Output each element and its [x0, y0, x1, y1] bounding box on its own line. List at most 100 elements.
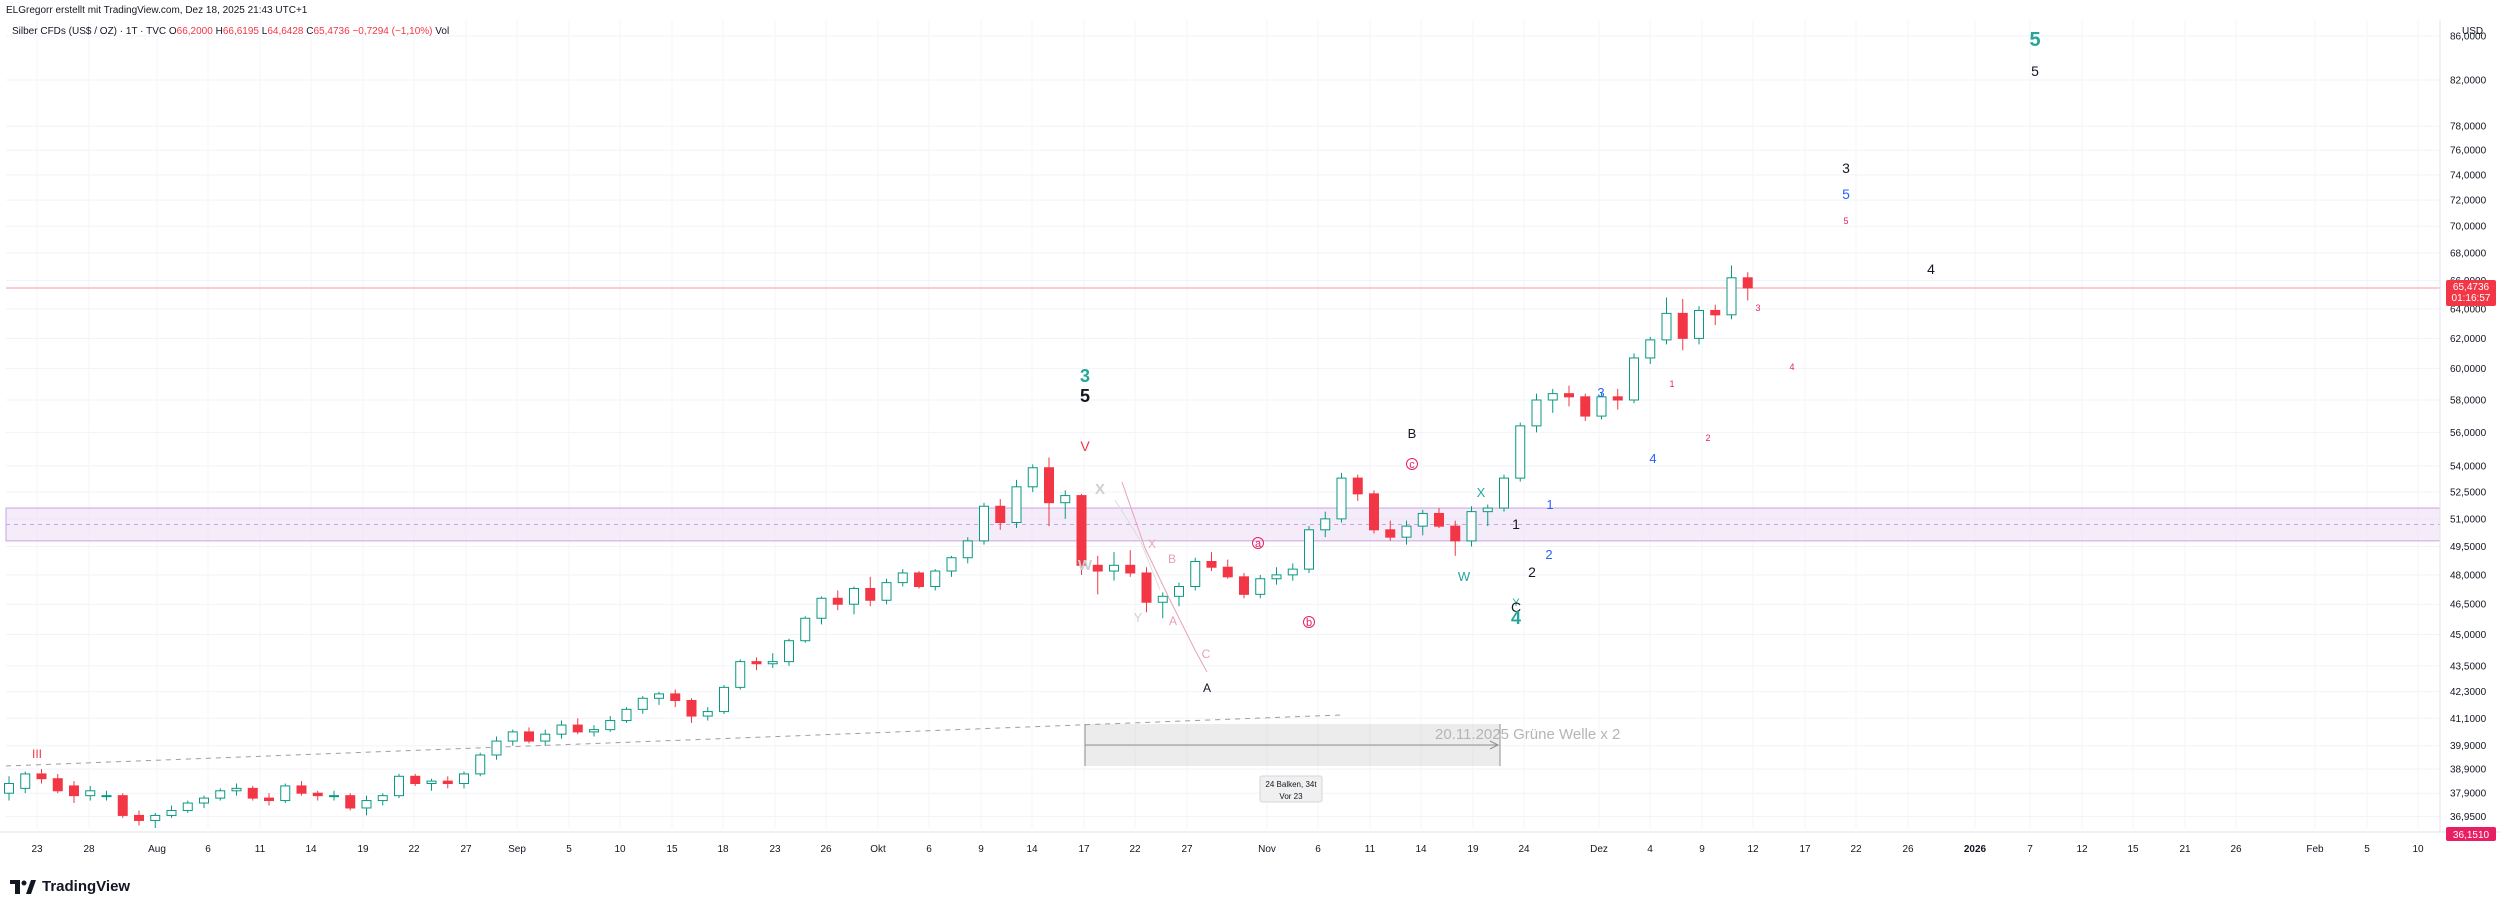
price-tick-label: 70,0000	[2450, 222, 2487, 233]
wave-label: 1	[1546, 497, 1553, 512]
candle-down	[1125, 564, 1136, 574]
price-tick-label: 86,0000	[2450, 31, 2487, 42]
candle-up	[1157, 595, 1168, 603]
wave-label: X	[1148, 537, 1156, 551]
candle-down	[312, 792, 323, 797]
candle-up	[637, 697, 648, 710]
high-label: H	[215, 26, 223, 37]
candle-up	[1287, 568, 1298, 576]
measure-ago-label: Vor 23	[1279, 792, 1303, 801]
candle-up	[1726, 277, 1737, 316]
low-label: L	[261, 26, 268, 37]
wave-label: 1	[1669, 379, 1674, 389]
wave-label: 3	[1597, 385, 1604, 400]
price-tick-label: 41,1000	[2450, 714, 2487, 725]
wave-label: X	[1095, 481, 1105, 498]
candle-up	[962, 540, 973, 559]
candle-up	[394, 775, 404, 797]
author-line: ELGregorr erstellt mit TradingView.com, …	[6, 5, 308, 16]
wave-label: 4	[1649, 451, 1656, 466]
measure-title: 20.11.2025 Grüne Welle x 2	[1435, 726, 1620, 743]
time-tick-label: 21	[2179, 844, 2191, 855]
wave-label: 5	[1080, 386, 1090, 406]
time-tick-label: 12	[2076, 844, 2088, 855]
candles	[4, 265, 1753, 828]
wave-label: c	[1409, 459, 1415, 471]
wave-label: 4	[1511, 608, 1521, 628]
candle-up	[1060, 495, 1071, 504]
time-tick-label: 22	[408, 844, 420, 855]
wave-label: b	[1306, 617, 1312, 629]
price-tick-label: 54,0000	[2450, 462, 2487, 473]
time-tick-label: 10	[2412, 844, 2424, 855]
time-tick-label: 5	[566, 844, 572, 855]
time-tick-label: 28	[83, 844, 95, 855]
time-tick-label: 4	[1647, 844, 1653, 855]
time-tick-label: 14	[1026, 844, 1038, 855]
time-tick-label: 26	[2230, 844, 2242, 855]
candle-down	[1564, 393, 1574, 398]
time-tick-label: 23	[769, 844, 781, 855]
price-tick-label: 43,5000	[2450, 661, 2487, 672]
candle-up	[361, 800, 372, 809]
wave-label: V	[1080, 438, 1090, 454]
countdown-value: 01:16:57	[2452, 293, 2491, 304]
candle-up	[719, 686, 729, 713]
candle-up	[654, 693, 664, 699]
time-tick-label: 6	[926, 844, 932, 855]
price-axis[interactable]: 86,0000 82,0000 78,0000 76,0000 74,0000 72,00…	[2450, 31, 2487, 823]
tradingview-logo-icon	[10, 879, 36, 894]
close-value: 65,4736	[313, 26, 350, 37]
bottom-price-value: 36,1510	[2453, 830, 2490, 841]
price-tick-label: 46,5000	[2450, 600, 2487, 611]
time-tick-label: 6	[1315, 844, 1321, 855]
candle-up	[1547, 393, 1558, 401]
candle-down	[865, 587, 876, 601]
currency-label: USD	[2462, 26, 2484, 37]
candle-down	[69, 785, 79, 797]
candle-up	[150, 814, 161, 821]
price-tick-label: 49,5000	[2450, 542, 2487, 553]
tradingview-logo[interactable]: TradingView	[10, 878, 130, 895]
price-tick-label: 82,0000	[2450, 75, 2487, 86]
candle-up	[459, 773, 469, 785]
time-axis[interactable]: 23 28 Aug 6 11 14 19 22 27 Sep 5 10 15 18 23 26 Okt 6 9 14 1…	[31, 844, 2424, 855]
wave-label-circle	[1406, 458, 1418, 470]
measure-bars-label: 24 Balken, 34t	[1265, 780, 1317, 789]
wave-label: 2	[1545, 547, 1552, 562]
candle-down	[1434, 512, 1444, 527]
candle-down	[1239, 576, 1249, 595]
candle-up	[426, 780, 437, 785]
wave-label: 3	[1755, 303, 1760, 313]
time-tick-label: 27	[1181, 844, 1193, 855]
time-tick-label: 9	[1699, 844, 1705, 855]
wave-label: 4	[1927, 261, 1935, 277]
time-tick-label: 19	[1467, 844, 1479, 855]
time-tick-label: 19	[357, 844, 369, 855]
candle-up	[800, 617, 811, 642]
candle-down	[1612, 396, 1623, 401]
time-tick-label: 15	[2127, 844, 2139, 855]
candle-up	[4, 783, 14, 794]
wave-label: A	[1169, 614, 1177, 628]
last-price-badge: 65,4736 01:16:57	[2446, 279, 2496, 306]
candle-up	[475, 754, 486, 775]
time-tick-label: 22	[1129, 844, 1141, 855]
candle-up	[1304, 529, 1314, 570]
candle-up	[946, 557, 957, 572]
price-tick-label: 62,0000	[2450, 334, 2487, 345]
candle-up	[881, 582, 892, 601]
candle-up	[897, 572, 908, 584]
candle-down	[1076, 495, 1087, 566]
candle-up	[1109, 564, 1119, 572]
time-tick-label: 5	[2364, 844, 2370, 855]
price-tick-label: 58,0000	[2450, 396, 2487, 407]
high-value: 66,6195	[222, 26, 259, 37]
symbol-name[interactable]: Silber CFDs (US$ / OZ) · 1T · TVC	[12, 26, 167, 37]
candle-up	[1174, 586, 1184, 597]
price-tick-label: 45,0000	[2450, 630, 2487, 641]
date-range-measure[interactable]: 24 Balken, 34t Vor 23	[1084, 724, 1501, 803]
time-tick-label: 9	[978, 844, 984, 855]
candle-up	[702, 711, 713, 717]
